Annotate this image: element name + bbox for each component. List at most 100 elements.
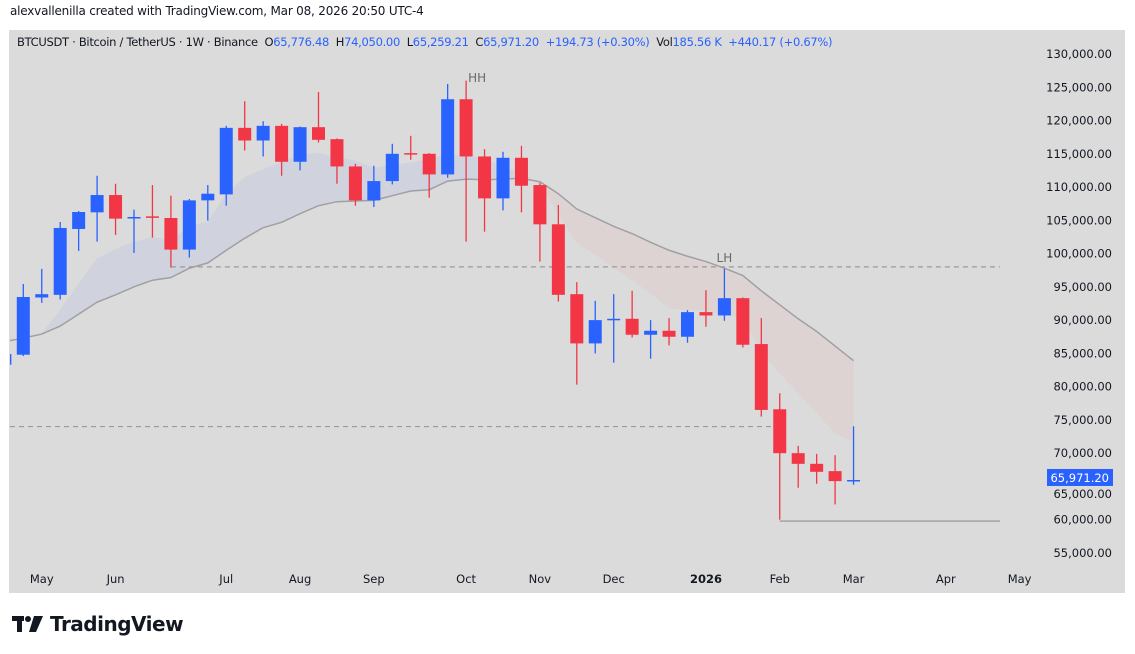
x-tick-label: Mar bbox=[843, 572, 865, 586]
candle-body bbox=[847, 479, 861, 482]
candle-body bbox=[773, 409, 787, 454]
candle bbox=[681, 310, 694, 343]
candle bbox=[607, 294, 621, 363]
candle bbox=[367, 165, 381, 208]
candle bbox=[145, 185, 159, 238]
y-tick-label: 120,000.00 bbox=[1046, 114, 1112, 128]
x-tick-label: Sep bbox=[363, 572, 385, 586]
volume-label: Vol bbox=[656, 35, 673, 49]
band-segment bbox=[742, 275, 762, 353]
candle-body bbox=[662, 330, 676, 337]
candle bbox=[422, 153, 436, 198]
band-segment bbox=[97, 248, 116, 303]
band-segment bbox=[632, 233, 651, 294]
y-tick-label: 55,000.00 bbox=[1053, 546, 1112, 560]
x-tick-label: 2026 bbox=[690, 572, 722, 586]
candle-body bbox=[312, 127, 325, 140]
candle bbox=[847, 426, 861, 485]
candle bbox=[625, 290, 639, 338]
candle bbox=[330, 138, 344, 184]
candle bbox=[109, 183, 123, 235]
candle bbox=[256, 121, 270, 157]
y-tick-label: 95,000.00 bbox=[1053, 280, 1112, 294]
candle-body bbox=[699, 312, 713, 316]
band-segment bbox=[300, 153, 319, 214]
band-segment bbox=[779, 304, 799, 394]
candle-body bbox=[533, 185, 547, 225]
symbol-name[interactable]: BTCUSDT · Bitcoin / TetherUS · 1W · Bina… bbox=[17, 35, 258, 49]
candle bbox=[496, 151, 510, 211]
open-value: 65,776.48 bbox=[273, 35, 330, 49]
candle bbox=[588, 300, 602, 354]
chart-panel[interactable] bbox=[9, 30, 1125, 593]
y-tick-label: 85,000.00 bbox=[1053, 346, 1112, 360]
candle bbox=[385, 143, 399, 185]
x-tick-label: Jun bbox=[106, 572, 125, 586]
band-segment bbox=[281, 154, 301, 223]
candle bbox=[810, 453, 824, 484]
band-segment bbox=[816, 331, 836, 434]
candle-body bbox=[275, 125, 289, 162]
last-price-label: 65,971.20 bbox=[1050, 471, 1109, 485]
candle-body bbox=[164, 217, 178, 250]
candle-body bbox=[293, 127, 307, 162]
y-tick-label: 125,000.00 bbox=[1046, 80, 1112, 94]
candle bbox=[699, 290, 713, 327]
y-tick-label: 80,000.00 bbox=[1053, 380, 1112, 394]
band-segment bbox=[41, 310, 61, 335]
y-tick-label: 65,000.00 bbox=[1053, 487, 1112, 501]
candle bbox=[164, 195, 178, 268]
band-segment bbox=[115, 241, 134, 295]
candle bbox=[404, 135, 418, 160]
candle-body bbox=[145, 216, 159, 218]
candle-body bbox=[810, 463, 824, 472]
candle bbox=[293, 126, 307, 171]
candle-body bbox=[367, 181, 381, 201]
candle-body bbox=[496, 157, 510, 199]
x-tick-label: Apr bbox=[936, 572, 956, 586]
band-segment bbox=[835, 346, 854, 442]
x-tick-label: May bbox=[1008, 572, 1032, 586]
band-segment bbox=[669, 250, 688, 311]
candle-body bbox=[459, 99, 473, 157]
candle-body bbox=[681, 312, 694, 337]
candle bbox=[201, 185, 215, 221]
band-segment bbox=[78, 258, 98, 315]
candle bbox=[533, 183, 547, 262]
band-segment bbox=[226, 177, 245, 251]
band-segment bbox=[244, 169, 264, 239]
band-segment bbox=[576, 209, 596, 255]
open-label: O bbox=[264, 35, 274, 49]
x-tick-label: Oct bbox=[456, 572, 476, 586]
y-tick-label: 115,000.00 bbox=[1046, 147, 1112, 161]
candle-body bbox=[422, 153, 436, 175]
candle-body bbox=[256, 125, 270, 141]
candle bbox=[828, 455, 842, 505]
candle-body bbox=[736, 298, 750, 345]
high-value: 74,050.00 bbox=[344, 35, 400, 49]
low-label: L bbox=[406, 35, 413, 49]
y-tick-label: 100,000.00 bbox=[1046, 247, 1112, 261]
candle bbox=[219, 125, 233, 206]
candle-body bbox=[10, 354, 12, 365]
candle bbox=[773, 393, 787, 520]
candle-body bbox=[90, 195, 104, 213]
volume-value: 185.56 K bbox=[672, 35, 722, 49]
candle bbox=[10, 354, 12, 365]
band-segment bbox=[613, 226, 633, 281]
candle bbox=[16, 283, 30, 357]
band-segment bbox=[207, 193, 227, 263]
brand-name: TradingView bbox=[50, 612, 184, 636]
x-tick-label: Aug bbox=[289, 572, 311, 586]
close-label: C bbox=[475, 35, 484, 49]
candle-body bbox=[182, 200, 196, 250]
candle-body bbox=[644, 330, 658, 335]
candle bbox=[275, 123, 289, 176]
band-segment bbox=[650, 242, 670, 309]
candle-body bbox=[53, 227, 67, 295]
last-price-badge bbox=[1047, 468, 1113, 486]
candle bbox=[90, 175, 104, 242]
candle bbox=[348, 163, 362, 206]
candle-body bbox=[828, 471, 842, 482]
